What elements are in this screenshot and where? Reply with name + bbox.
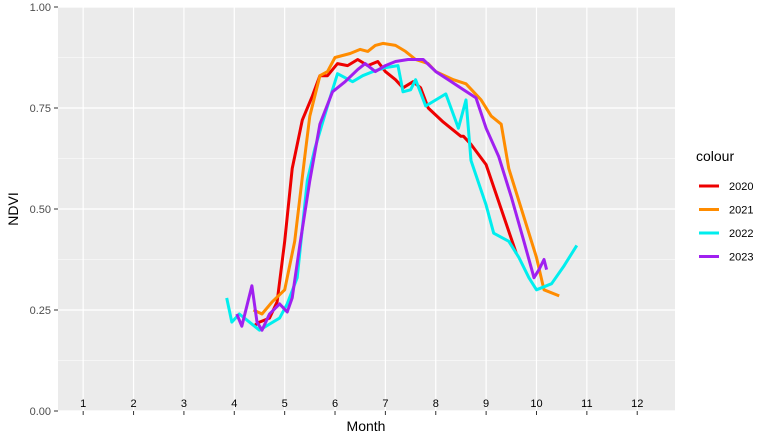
y-tick-label: 1.00 xyxy=(30,2,51,14)
legend-label-2020: 2020 xyxy=(729,181,753,193)
month-labels: 1 2 3 4 5 6 7 8 9 10 11 12 xyxy=(80,398,643,410)
series-line-2022 xyxy=(225,64,579,332)
month-label-1: 1 xyxy=(80,398,86,410)
month-label-4: 4 xyxy=(231,398,237,410)
month-label-11: 11 xyxy=(581,398,592,410)
month-label-10: 10 xyxy=(530,398,542,410)
legend-label-2023: 2023 xyxy=(729,252,753,264)
month-label-3: 3 xyxy=(181,398,187,410)
series-lines xyxy=(225,41,579,332)
month-label-9: 9 xyxy=(483,398,489,410)
grid-lines xyxy=(58,6,675,412)
series-line-2020 xyxy=(252,58,518,328)
month-label-12: 12 xyxy=(631,398,643,410)
month-label-5: 5 xyxy=(282,398,288,410)
y-axis-title: NDVI xyxy=(5,192,21,225)
legend-label-2021: 2021 xyxy=(729,205,753,217)
month-label-2: 2 xyxy=(130,398,136,410)
axes: 0.00 0.25 0.50 0.75 1.00 xyxy=(30,2,638,418)
x-axis-title: Month xyxy=(347,418,386,434)
legend-title: colour xyxy=(696,148,734,164)
series-line-2023 xyxy=(235,58,549,332)
y-tick-label: 0.25 xyxy=(30,305,51,317)
month-label-7: 7 xyxy=(382,398,388,410)
month-label-6: 6 xyxy=(332,398,338,410)
legend: colour 2020 2021 2022 2023 xyxy=(696,148,753,264)
y-tick-label: 0.00 xyxy=(30,406,51,418)
y-tick-label: 0.50 xyxy=(30,204,51,216)
series-line-2021 xyxy=(252,41,560,316)
legend-label-2022: 2022 xyxy=(729,228,753,240)
y-tick-label: 0.75 xyxy=(30,103,51,115)
month-label-8: 8 xyxy=(433,398,439,410)
